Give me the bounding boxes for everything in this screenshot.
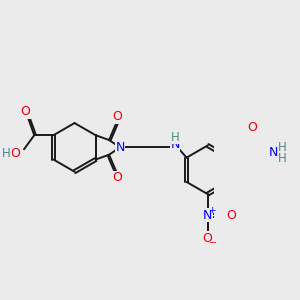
Text: O: O (20, 105, 30, 118)
Text: O: O (112, 171, 122, 184)
Text: +: + (208, 206, 216, 215)
Text: O: O (10, 147, 20, 160)
Text: O: O (226, 209, 236, 222)
Text: H: H (278, 152, 287, 165)
Text: N: N (269, 146, 278, 159)
Text: H: H (2, 147, 11, 160)
Text: H: H (171, 130, 179, 144)
Text: N: N (115, 141, 124, 154)
Text: H: H (278, 141, 287, 154)
Text: O: O (112, 110, 122, 124)
Text: N: N (203, 209, 212, 222)
Text: N: N (170, 138, 180, 151)
Text: −: − (209, 238, 217, 248)
Text: O: O (248, 121, 257, 134)
Text: O: O (203, 232, 213, 245)
